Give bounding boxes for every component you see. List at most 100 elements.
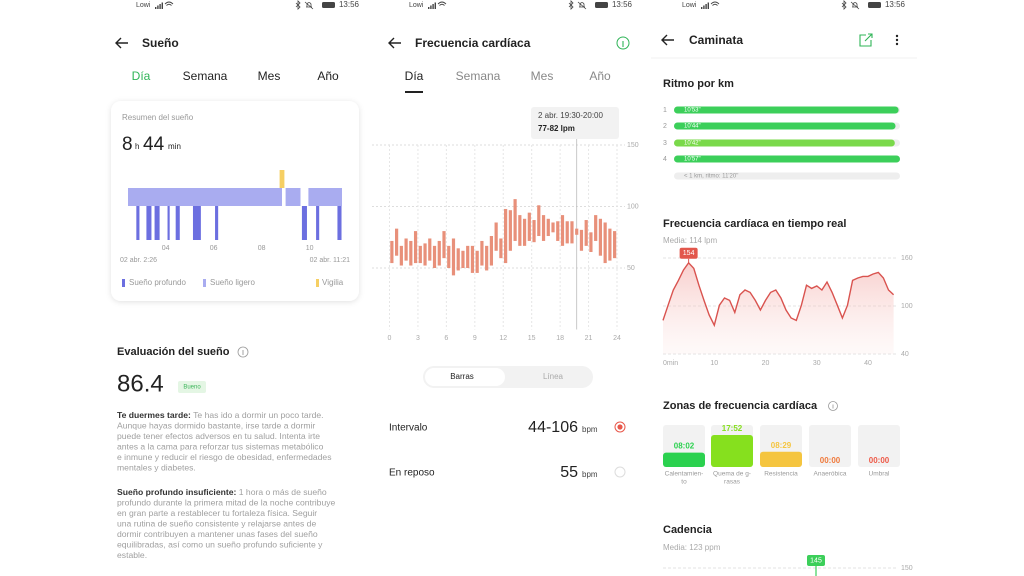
sleep-segment <box>136 206 140 240</box>
radio[interactable] <box>614 466 626 478</box>
range-bar <box>480 240 484 266</box>
tooltip-title: 2 abr. 19:30-20:00 <box>538 111 603 120</box>
x-tick-label: 30 <box>813 360 821 367</box>
battery-icon <box>595 2 608 8</box>
range-bar <box>589 232 593 253</box>
range-bar <box>513 199 517 241</box>
km-label: 1 <box>663 107 667 114</box>
x-tick-label: 04 <box>162 245 170 252</box>
signal-icon <box>428 7 430 9</box>
note-text: dormir contribuyen a mantener unas fases… <box>117 529 318 539</box>
zone-label: Umbral <box>869 471 891 478</box>
range-bar <box>551 222 555 233</box>
tab[interactable]: Día <box>405 69 424 83</box>
info-button[interactable] <box>616 36 630 50</box>
sleep-minutes: 44 <box>143 134 165 155</box>
legend-label: Sueño ligero <box>210 278 255 287</box>
back-button[interactable] <box>661 34 674 46</box>
x-tick-label: 0 <box>388 335 392 342</box>
menu-button[interactable] <box>895 34 899 38</box>
tab[interactable]: Mes <box>258 69 281 83</box>
sleep-segment <box>285 188 301 206</box>
range-bar <box>489 236 494 266</box>
peak-badge <box>679 247 698 259</box>
range-bar <box>527 212 531 241</box>
note-line: Te duermes tarde: Te has ido a dormir un… <box>117 410 324 420</box>
note-line: profundo durante la primera mitad de la … <box>117 498 336 508</box>
section-subtitle: Media: 123 ppm <box>663 543 721 552</box>
tab[interactable]: Semana <box>456 69 501 83</box>
x-tick-label: 6 <box>444 335 448 342</box>
y-tick-label: 100 <box>901 303 913 310</box>
sleep-segment <box>175 206 180 240</box>
range-bar <box>428 238 432 261</box>
tab[interactable]: Semana <box>183 69 228 83</box>
tab[interactable]: Año <box>317 69 339 83</box>
note-line: Aunque hayas dormido bastante, irse tard… <box>117 421 315 431</box>
back-button[interactable] <box>115 37 128 49</box>
note-text: mentales y diabetes. <box>117 463 196 473</box>
stat-label: Intervalo <box>389 423 428 434</box>
range-bar <box>504 208 508 264</box>
sleep-segment <box>316 206 320 240</box>
y-tick-label: 150 <box>901 565 913 572</box>
menu-button[interactable] <box>895 38 899 42</box>
radio-dot <box>617 424 623 430</box>
tab[interactable]: Mes <box>531 69 554 83</box>
sleep-segment <box>192 206 201 240</box>
pace-note: < 1 km, ritmo: 11'20" <box>684 174 738 180</box>
signal-icon <box>430 5 432 9</box>
sleep-segment <box>308 188 342 206</box>
note-heading: Te duermes tarde: <box>117 410 191 420</box>
note-line: antes a la cama para reforzar tus sistem… <box>117 442 324 452</box>
range-bar <box>475 250 479 273</box>
range-bar <box>565 221 569 244</box>
section-subtitle: Media: 114 lpm <box>663 236 717 245</box>
range-bar <box>466 245 470 268</box>
sleep-segment <box>146 206 152 240</box>
chart-end: 02 abr. 11:21 <box>310 257 350 264</box>
toggle-option[interactable]: Barras <box>450 372 474 381</box>
mute-icon <box>577 1 587 10</box>
carrier: Lowi <box>136 2 151 9</box>
toggle-option[interactable]: Línea <box>543 372 564 381</box>
range-bar <box>413 231 418 264</box>
tab[interactable]: Día <box>132 69 151 83</box>
pace-bar <box>674 139 895 147</box>
menu-button[interactable] <box>895 42 899 46</box>
range-bar <box>532 220 536 243</box>
signal-icon <box>432 4 434 9</box>
back-button[interactable] <box>388 37 401 49</box>
radio[interactable] <box>614 421 626 433</box>
tab[interactable]: Año <box>589 69 611 83</box>
legend-marker <box>203 279 206 287</box>
bluetooth-icon <box>295 0 301 10</box>
share-button[interactable] <box>859 33 873 47</box>
info-icon <box>828 401 838 411</box>
note-line: en gran parte a restablecer tu fortaleza… <box>117 508 317 518</box>
range-bar <box>541 215 546 241</box>
range-bar <box>470 245 475 273</box>
range-bar <box>404 238 408 261</box>
x-tick-label: 20 <box>762 360 770 367</box>
mute-icon <box>850 1 860 10</box>
range-bar <box>447 245 451 268</box>
range-bar <box>437 240 441 266</box>
tooltip <box>531 107 619 139</box>
note-text: equilibradas, así como un sueño profundo… <box>117 540 323 550</box>
x-tick-label: 06 <box>210 245 218 252</box>
signal-icon <box>434 2 436 9</box>
note-text: e inmune y reducir el riesgo de obesidad… <box>117 452 332 462</box>
note-line: mentales y diabetes. <box>117 463 196 473</box>
range-bar <box>494 222 498 251</box>
range-bar <box>390 240 394 264</box>
section-title: Ritmo por km <box>663 78 734 90</box>
range-bar <box>461 250 465 268</box>
note-line: estable. <box>117 550 147 560</box>
line <box>662 261 895 328</box>
info-icon <box>237 346 249 358</box>
chart-start: 02 abr. 2:26 <box>120 257 157 264</box>
range-bar <box>584 220 588 246</box>
x-tick-label: 3 <box>416 335 420 342</box>
status-time: 13:56 <box>612 0 633 9</box>
